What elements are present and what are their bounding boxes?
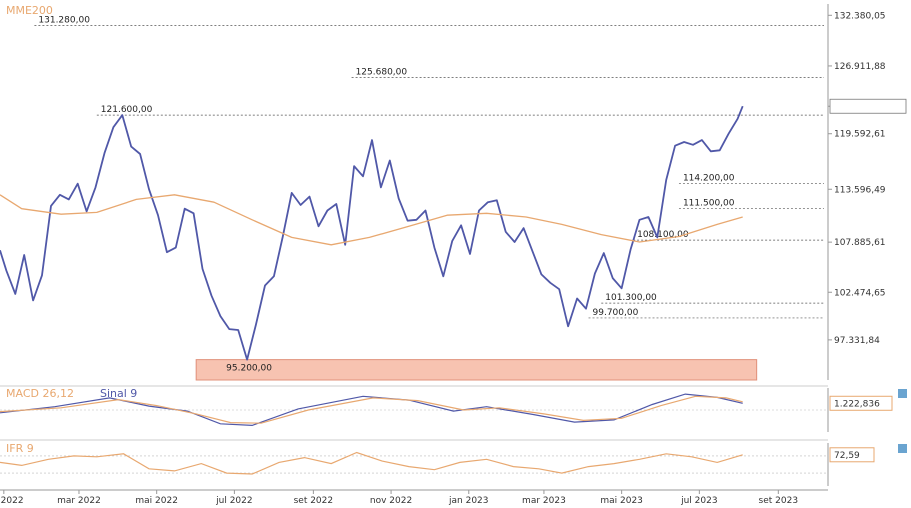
macd-value-box	[829, 395, 893, 411]
level-label: 101.300,00	[605, 293, 657, 303]
y-tick-label: 132.380,05	[834, 11, 886, 21]
y-tick-label: 102.474,65	[834, 288, 886, 298]
y-tick-label: 126.911,88	[834, 62, 886, 72]
x-tick-label: set 2022	[294, 496, 334, 506]
sinal-line	[0, 395, 743, 424]
y-tick-label: 119.592,61	[834, 130, 886, 140]
x-tick-label: jul 2022	[215, 496, 252, 506]
level-label: 99.700,00	[593, 308, 639, 318]
x-tick-label: nov 2022	[370, 496, 412, 506]
x-tick-label: set 2023	[759, 496, 799, 506]
level-label: 121.600,00	[101, 105, 153, 115]
price-line	[0, 105, 744, 361]
macd-toggle-icon	[898, 389, 907, 398]
mm200-line	[0, 194, 743, 246]
x-tick-label: jan 2023	[448, 496, 489, 506]
ifr-legend: IFR 9	[6, 442, 34, 455]
y-tick-label: 97.331,84	[834, 336, 880, 346]
ifr-panel: 72,59	[0, 439, 907, 486]
x-tick-label: mai 2022	[135, 496, 178, 506]
y-tick-label: 107.885,61	[834, 238, 886, 248]
support-zone	[195, 359, 758, 381]
mm-legend: MME200	[6, 4, 53, 17]
sinal-legend: Sinal 9	[100, 387, 137, 400]
x-axis: jan 2022 mar 2022 mai 2022 jul 2022 set 2022…	[0, 489, 828, 506]
x-tick-label: jan 2022	[0, 496, 24, 506]
y-tick-label: 113.596,49	[834, 185, 886, 195]
macd-value-label: 1.222,836	[834, 399, 880, 409]
support-zone-label: 95.200,00	[226, 364, 272, 374]
current-price-box	[829, 98, 907, 114]
price-panel: 95.200,00 131.280,00 125.680,00 121.600,00 1…	[0, 4, 907, 381]
x-tick-label: mar 2023	[522, 496, 566, 506]
level-label: 131.280,00	[38, 15, 90, 25]
ifr-toggle-icon	[898, 444, 907, 453]
ifr-value-label: 72,59	[834, 451, 860, 461]
level-label: 125.680,00	[356, 67, 408, 77]
level-label: 108.100,00	[637, 230, 689, 240]
level-label: 114.200,00	[683, 174, 735, 184]
ifr-line	[0, 451, 743, 475]
x-tick-label: mar 2022	[57, 496, 101, 506]
ifr-value-box	[829, 447, 875, 463]
x-tick-label: jul 2023	[680, 496, 717, 506]
macd-panel: 1.222,836	[0, 385, 907, 432]
x-tick-label: mai 2023	[600, 496, 643, 506]
macd-legend: MACD 26,12	[6, 387, 74, 400]
level-label: 111.500,00	[683, 199, 735, 209]
